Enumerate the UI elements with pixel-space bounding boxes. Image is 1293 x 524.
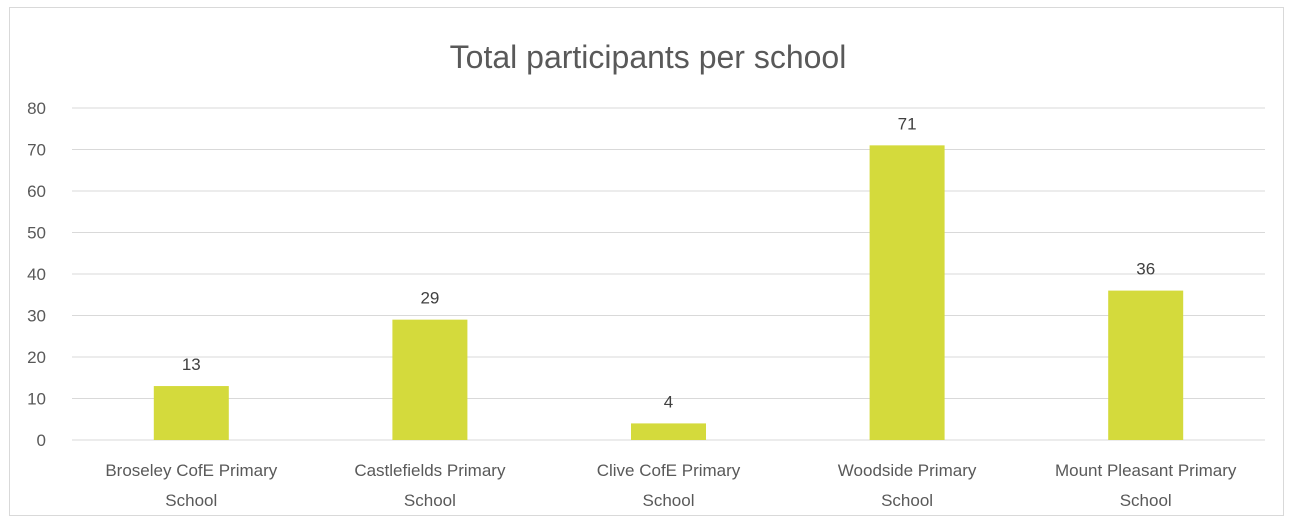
bar: [631, 423, 706, 440]
x-category-label: Clive CofE Primary: [597, 461, 741, 480]
x-category-label: Mount Pleasant Primary: [1055, 461, 1237, 480]
data-label: 36: [1136, 260, 1155, 279]
bars: [153, 145, 1184, 440]
data-label: 13: [182, 355, 201, 374]
y-tick-label: 30: [27, 307, 46, 326]
bar: [1108, 290, 1184, 440]
x-category-label: School: [881, 491, 933, 510]
x-category-label: Castlefields Primary: [354, 461, 506, 480]
y-tick-label: 10: [27, 390, 46, 409]
y-tick-label: 20: [27, 348, 46, 367]
x-category-label: School: [404, 491, 456, 510]
gridlines: [72, 107, 1265, 441]
y-tick-label: 0: [37, 431, 46, 450]
bar: [869, 145, 945, 440]
y-tick-label: 70: [27, 141, 46, 160]
x-category-label: Broseley CofE Primary: [105, 461, 277, 480]
data-label: 71: [898, 114, 917, 133]
x-axis-categories: Broseley CofE Primary School Castlefields …: [105, 461, 1237, 510]
x-category-label: Woodside Primary: [838, 461, 977, 480]
y-tick-label: 50: [27, 224, 46, 243]
chart-frame: Total participants per school 0 10 20 30 40 5…: [9, 7, 1284, 516]
data-label: 4: [664, 392, 673, 411]
y-axis-ticks: 0 10 20 30 40 50 60 70 80: [27, 99, 46, 450]
x-category-label: School: [165, 491, 217, 510]
y-tick-label: 80: [27, 99, 46, 118]
y-tick-label: 60: [27, 182, 46, 201]
y-tick-label: 40: [27, 265, 46, 284]
chart-title: Total participants per school: [450, 39, 847, 75]
data-label: 29: [420, 289, 439, 308]
bar: [153, 386, 229, 440]
bar: [392, 319, 468, 440]
x-category-label: School: [1120, 491, 1172, 510]
data-labels: 13 29 4 71 36: [182, 114, 1155, 411]
bar-chart: Total participants per school 0 10 20 30 40 5…: [27, 39, 1265, 510]
x-category-label: School: [643, 491, 695, 510]
